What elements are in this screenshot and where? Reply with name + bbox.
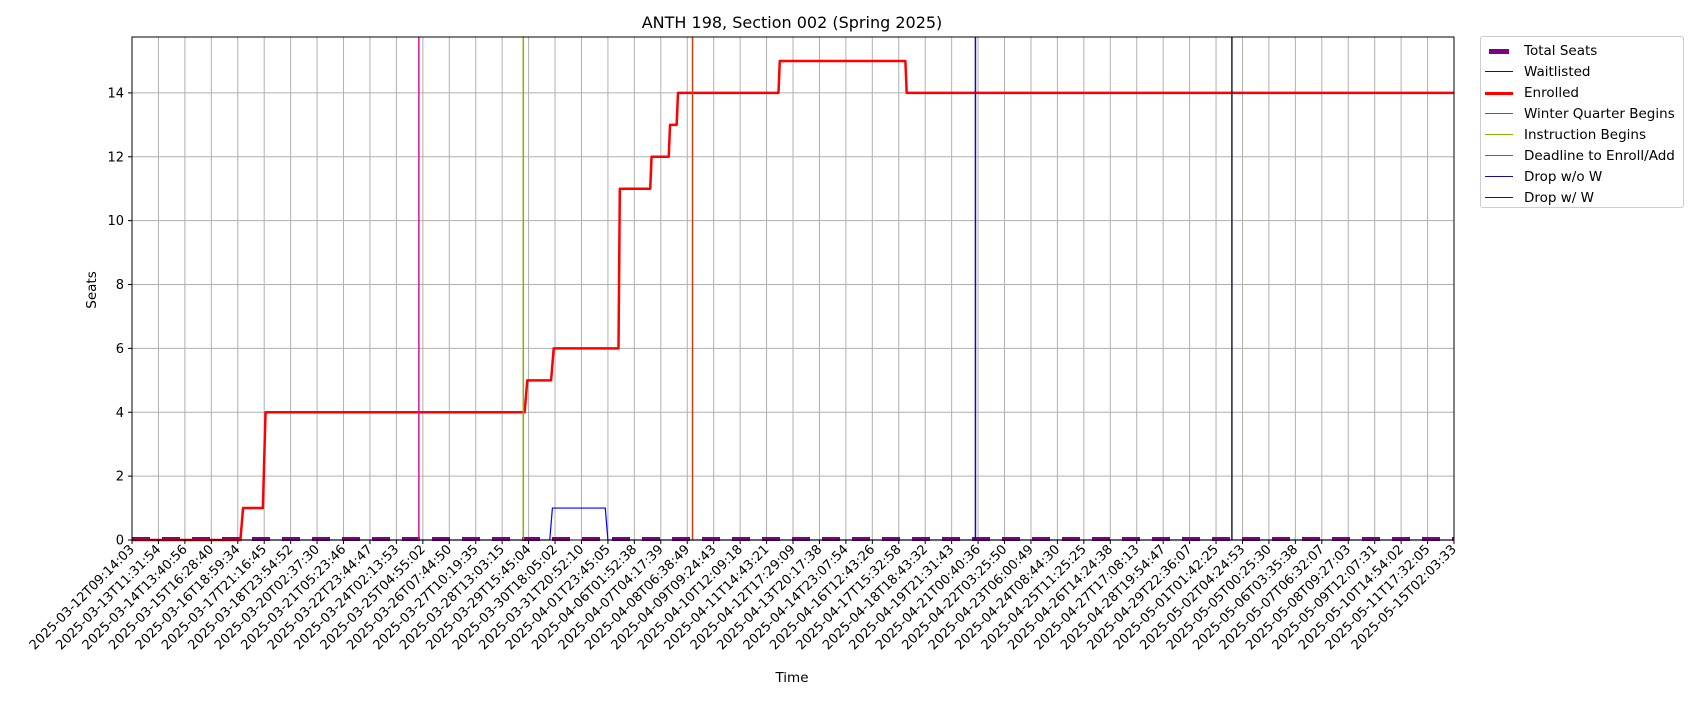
axes: 024681012142025-03-12T09:14:032025-03-13…	[27, 36, 1460, 653]
legend-item: Total Seats	[1481, 41, 1683, 62]
y-tick-label: 14	[107, 86, 124, 101]
legend-swatch	[1485, 134, 1513, 136]
x-axis-label: Time	[774, 670, 808, 686]
legend-label: Drop w/o W	[1524, 169, 1603, 185]
legend-swatch	[1485, 197, 1513, 199]
legend-item: Drop w/ W	[1481, 188, 1683, 209]
legend-item: Enrolled	[1481, 83, 1683, 104]
y-axis-label: Seats	[84, 271, 100, 308]
y-tick-label: 6	[116, 342, 124, 357]
y-tick-label: 8	[116, 278, 124, 293]
y-tick-label: 12	[107, 150, 124, 165]
series-line-enrolled	[132, 59, 1454, 542]
grid	[131, 37, 1455, 541]
legend-label: Instruction Begins	[1524, 127, 1647, 143]
legend-label: Winter Quarter Begins	[1524, 106, 1675, 122]
legend: Total Seats Waitlisted Enrolled Winter Quar…	[1480, 36, 1684, 208]
legend-item: Instruction Begins	[1481, 125, 1683, 146]
y-tick-label: 10	[107, 214, 124, 229]
legend-swatch	[1485, 91, 1513, 95]
legend-swatch	[1485, 113, 1513, 115]
legend-label: Total Seats	[1524, 43, 1598, 59]
chart-title: ANTH 198, Section 002 (Spring 2025)	[642, 13, 943, 32]
legend-label: Deadline to Enroll/Add	[1524, 148, 1675, 164]
event-lines-layer	[418, 37, 1233, 540]
y-tick-label: 4	[116, 406, 124, 421]
legend-swatch	[1485, 155, 1513, 157]
legend-label: Waitlisted	[1524, 64, 1591, 80]
y-tick-label: 0	[116, 534, 124, 549]
legend-label: Drop w/ W	[1524, 190, 1594, 206]
y-tick-label: 2	[116, 470, 124, 485]
legend-label: Enrolled	[1524, 85, 1579, 101]
legend-item: Drop w/o W	[1481, 167, 1683, 188]
legend-item: Deadline to Enroll/Add	[1481, 146, 1683, 167]
legend-swatch	[1485, 176, 1513, 178]
legend-item: Waitlisted	[1481, 62, 1683, 83]
legend-item: Winter Quarter Begins	[1481, 104, 1683, 125]
legend-swatch	[1485, 71, 1513, 73]
legend-swatch	[1489, 48, 1509, 54]
